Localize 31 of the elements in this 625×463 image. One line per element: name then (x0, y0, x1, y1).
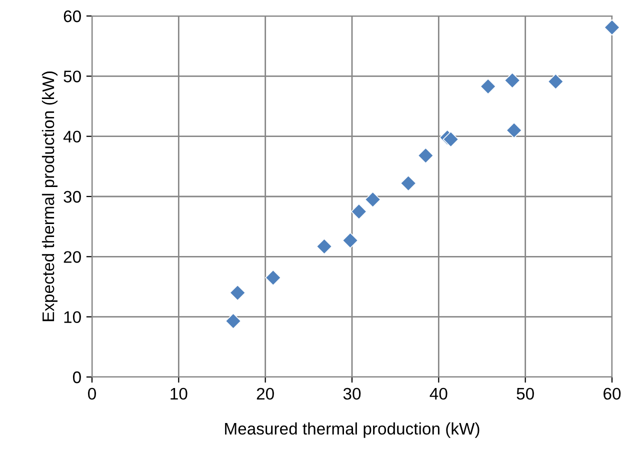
point (342, 232, 358, 248)
point (480, 78, 496, 94)
y-tick-label: 50 (64, 70, 81, 82)
x-tick-label: 20 (256, 388, 274, 400)
point (604, 19, 620, 36)
point (506, 122, 522, 138)
point (442, 131, 459, 148)
point (225, 313, 242, 330)
y-tick-label: 60 (64, 10, 81, 22)
point (548, 74, 564, 90)
point (418, 148, 434, 164)
x-axis-title: Measured thermal production (kW) (225, 422, 480, 438)
y-tick-label: 20 (64, 251, 81, 263)
x-tick-label: 30 (343, 388, 361, 400)
y-tick-label: 30 (64, 190, 81, 203)
point (265, 270, 282, 286)
point (350, 204, 367, 220)
x-tick-label: 60 (604, 388, 621, 400)
y-tick-label: 40 (63, 130, 81, 143)
x-tick-label: 50 (516, 388, 534, 400)
point (400, 175, 416, 192)
x-tick-label: 0 (88, 388, 96, 400)
y-tick-label: 0 (72, 371, 81, 384)
x-tick-label: 10 (170, 388, 188, 400)
x-tick-label: 40 (430, 388, 448, 400)
point (504, 72, 520, 88)
y-axis-title: Expected thermal production (kW) (42, 72, 58, 322)
point (364, 191, 381, 208)
y-tick-label: 10 (64, 311, 81, 324)
point (230, 284, 246, 301)
point (316, 238, 332, 254)
